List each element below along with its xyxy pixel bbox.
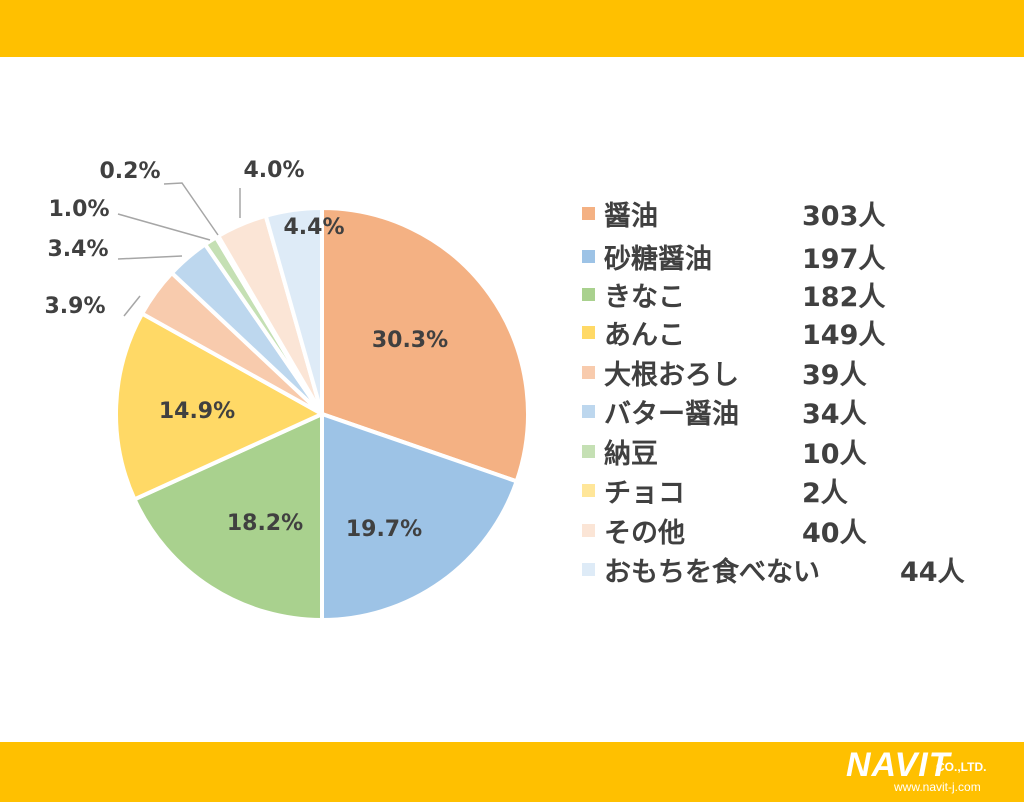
percent-label: 18.2% [227, 511, 303, 536]
legend-swatch [582, 483, 595, 497]
top-banner [0, 0, 1024, 57]
legend-item: チョコ 2人 [582, 471, 1002, 509]
legend-label: その他 [604, 517, 685, 549]
legend-item: おもちを食べない 44人 [582, 550, 1002, 588]
legend-count: 182人 [802, 281, 886, 313]
pie-slice [263, 205, 324, 415]
legend-item: あんこ 149人 [582, 313, 1002, 351]
percent-label: 3.9% [44, 294, 105, 319]
legend-count: 149人 [802, 319, 886, 351]
percent-label: 4.0% [243, 158, 304, 183]
legend-count: 34人 [802, 398, 867, 430]
percent-label: 14.9% [159, 399, 235, 424]
logo-url: www.navit-j.com [894, 780, 981, 794]
leader-lines [117, 182, 241, 317]
pie-slice [131, 410, 324, 623]
legend-item: バター醤油 34人 [582, 392, 1002, 430]
bottom-banner [0, 742, 1024, 802]
legend-label: 大根おろし [604, 359, 739, 391]
legend-label: きなこ [604, 281, 685, 313]
percent-label: 19.7% [346, 517, 422, 542]
legend-count: 197人 [802, 243, 886, 275]
legend-swatch [582, 365, 595, 379]
legend-item: その他 40人 [582, 511, 1002, 549]
logo-wordmark: NAVIT [846, 746, 951, 784]
legend-item: 醤油 303人 [582, 194, 1002, 232]
leader-line [123, 295, 141, 317]
legend-swatch [582, 523, 595, 537]
pie-slice [114, 310, 327, 503]
company-logo: NAVIT CO.,LTD. www.navit-j.com [846, 748, 1016, 796]
legend-swatch [582, 404, 595, 418]
pie-slices [114, 205, 530, 623]
leader-line [117, 255, 183, 260]
legend-label: 砂糖醤油 [604, 243, 712, 275]
legend-label: あんこ [604, 319, 685, 351]
legend-count: 44人 [900, 556, 965, 588]
percent-label: 30.3% [372, 328, 448, 353]
percent-label: 3.4% [47, 237, 108, 262]
legend-swatch [582, 287, 595, 301]
percent-label: 1.0% [48, 197, 109, 222]
legend-swatch [582, 249, 595, 263]
legend-count: 39人 [802, 359, 867, 391]
percent-labels: 30.3% 19.7% 18.2% 14.9% 3.9% 3.4% 1.0% 0.2% 4.0%… [44, 158, 448, 542]
legend-label: チョコ [604, 477, 685, 509]
logo-suffix: CO.,LTD. [936, 760, 987, 774]
percent-label: 0.2% [99, 159, 160, 184]
legend-count: 40人 [802, 517, 867, 549]
legend-label: 醤油 [604, 200, 658, 232]
legend-item: 砂糖醤油 197人 [582, 237, 1002, 275]
leader-line [117, 213, 211, 241]
legend-count: 303人 [802, 200, 886, 232]
legend-count: 2人 [802, 477, 848, 509]
legend-swatch [582, 444, 595, 458]
legend-item: 納豆 10人 [582, 432, 1002, 470]
leader-line [163, 182, 219, 236]
legend-item: 大根おろし 39人 [582, 353, 1002, 391]
legend-label: 納豆 [604, 438, 658, 470]
legend-swatch [582, 325, 595, 339]
legend-count: 10人 [802, 438, 867, 470]
pie-slice [320, 411, 520, 623]
legend-swatch [582, 562, 595, 576]
legend-item: きなこ 182人 [582, 275, 1002, 313]
legend-label: おもちを食べない [604, 556, 820, 588]
percent-label: 4.4% [283, 215, 344, 240]
legend-swatch [582, 206, 595, 220]
legend-label: バター醤油 [604, 398, 739, 430]
pie-slice [320, 205, 530, 484]
